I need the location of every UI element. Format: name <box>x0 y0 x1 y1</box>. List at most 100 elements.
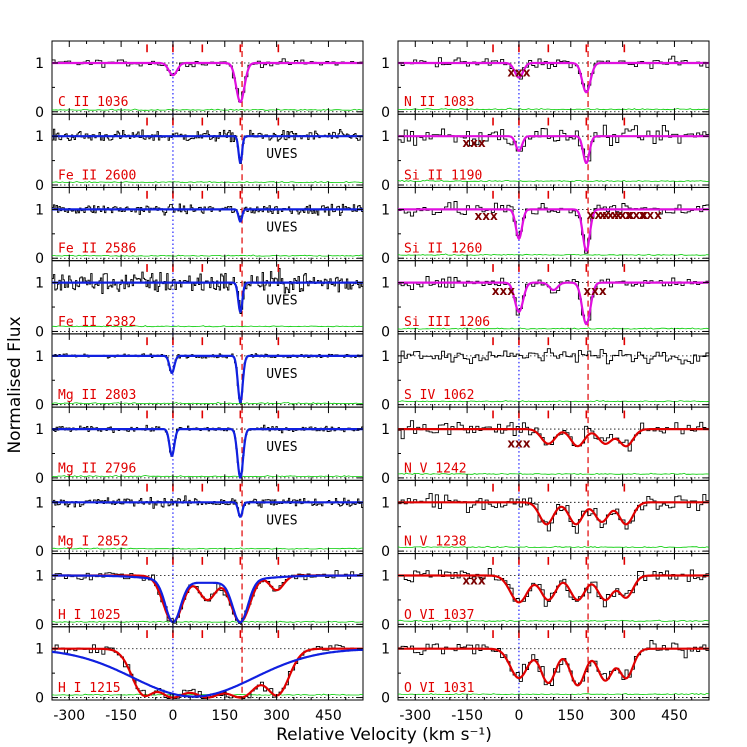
y-tick-label: 0 <box>381 617 390 633</box>
ion-label: Mg II 2803 <box>58 388 136 403</box>
flux-spectrum <box>398 348 709 365</box>
right-panel-2: xxx 0 1 Si II 1190 <box>381 113 710 194</box>
error-spectrum <box>51 620 364 623</box>
y-tick-label: 0 <box>381 105 390 121</box>
right-panel-9: 0 1 O VI 1031 <box>381 626 710 707</box>
y-tick-label: 1 <box>381 569 390 585</box>
right-panel-7: 0 1 N V 1238 <box>381 479 710 560</box>
ion-label: Fe II 2382 <box>58 315 136 330</box>
y-tick-label: 0 <box>35 691 44 707</box>
contamination-marker: xxx <box>639 208 662 222</box>
ion-label: Mg II 2796 <box>58 461 136 476</box>
error-spectrum <box>397 179 710 182</box>
flux-spectrum <box>52 128 363 165</box>
flux-spectrum <box>398 640 709 686</box>
error-spectrum <box>51 108 364 111</box>
model-fit-magenta <box>52 61 363 103</box>
ion-label: N V 1242 <box>404 461 467 476</box>
error-spectrum <box>51 547 363 550</box>
error-spectrum <box>397 619 710 622</box>
y-tick-label: 0 <box>35 105 44 121</box>
ion-label: Si II 1260 <box>404 242 482 257</box>
error-spectrum <box>52 325 364 328</box>
contamination-marker: xxx <box>462 573 485 587</box>
x-tick-label: 0 <box>168 708 177 724</box>
y-tick-label: 1 <box>381 202 390 218</box>
left-panel-2: 0 1 Fe II 2600 UVES <box>35 113 364 194</box>
panels-group: 0 1 C II 1036 0 1 Fe II 2600 UVES 0 1 Fe II 2586 U… <box>35 40 710 724</box>
x-tick-label: -150 <box>451 708 483 724</box>
flux-spectrum <box>398 55 709 92</box>
y-tick-label: 1 <box>381 642 390 658</box>
y-tick-label: 0 <box>381 251 390 267</box>
flux-spectrum <box>398 201 709 254</box>
y-tick-label: 0 <box>35 178 44 194</box>
contamination-marker: xxx <box>611 208 634 222</box>
y-tick-label: 0 <box>35 251 44 267</box>
contamination-marker: xxx <box>587 208 610 222</box>
model-fit-magenta <box>398 61 709 94</box>
model-fit-blue <box>52 501 363 518</box>
y-tick-label: 0 <box>381 544 390 560</box>
y-tick-label: 1 <box>35 129 44 145</box>
source-label: UVES <box>266 440 297 455</box>
left-panel-7: 0 1 Mg I 2852 UVES <box>35 479 364 560</box>
y-tick-label: 1 <box>35 642 44 658</box>
y-tick-label: 1 <box>35 202 44 218</box>
ion-label: N V 1238 <box>404 535 467 550</box>
x-tick-label: 150 <box>557 708 584 724</box>
model-fit-blue <box>52 354 363 403</box>
y-tick-label: 1 <box>35 495 44 511</box>
y-tick-label: 1 <box>35 569 44 585</box>
x-tick-label: 300 <box>263 708 290 724</box>
contamination-marker: xxx <box>507 437 530 451</box>
source-label: UVES <box>266 294 297 309</box>
y-tick-label: 0 <box>35 544 44 560</box>
source-label: UVES <box>266 513 297 528</box>
error-spectrum <box>397 545 710 549</box>
contamination-marker: xxx <box>625 208 648 222</box>
y-axis-title: Normalised Flux <box>5 316 25 453</box>
flux-spectrum <box>398 492 709 534</box>
y-tick-label: 1 <box>381 276 390 292</box>
contamination-marker: xxx <box>583 284 606 298</box>
contamination-marker: xxx <box>492 284 515 298</box>
model-fit-blue <box>52 208 363 223</box>
model-fit-blue <box>52 428 363 479</box>
source-label: UVES <box>266 367 297 382</box>
flux-spectrum <box>398 568 709 608</box>
flux-spectrum <box>52 495 363 517</box>
right-panel-4: xxx xxx 0 1 Si III 1206 <box>381 260 710 340</box>
flux-spectrum <box>52 203 363 219</box>
error-spectrum <box>52 254 364 257</box>
right-panel-1: xxx 0 1 N II 1083 <box>381 40 710 121</box>
ion-label: O VI 1031 <box>404 681 474 696</box>
contamination-marker: xxx <box>507 66 530 80</box>
right-panel-5: 0 1 S IV 1062 <box>381 333 710 414</box>
y-tick-label: 1 <box>35 56 44 72</box>
x-tick-label: -300 <box>53 708 85 724</box>
y-tick-label: 1 <box>381 495 390 511</box>
x-tick-label: 150 <box>211 708 238 724</box>
y-tick-label: 1 <box>35 422 44 438</box>
x-axis-title: Relative Velocity (km s⁻¹) <box>276 725 492 745</box>
error-spectrum <box>397 327 710 330</box>
y-tick-label: 0 <box>35 471 44 487</box>
ion-label: Si II 1190 <box>404 168 482 183</box>
ion-label: C II 1036 <box>58 95 128 110</box>
y-tick-label: 0 <box>35 617 44 633</box>
right-panel-8: xxx 0 1 O VI 1037 <box>381 553 710 633</box>
flux-spectrum <box>52 268 363 314</box>
error-spectrum <box>51 475 364 478</box>
model-fit-red <box>398 647 709 687</box>
y-tick-label: 1 <box>35 349 44 365</box>
left-panel-8: 0 1 H I 1025 <box>35 553 364 633</box>
right-panel-6: xxx 0 1 N V 1242 <box>381 406 710 487</box>
model-fit-magenta <box>398 135 709 164</box>
model-fit-red <box>398 574 709 604</box>
model-fit-red <box>398 501 709 526</box>
error-spectrum <box>397 107 710 111</box>
y-tick-label: 1 <box>381 422 390 438</box>
contamination-marker: xxx <box>474 209 497 223</box>
